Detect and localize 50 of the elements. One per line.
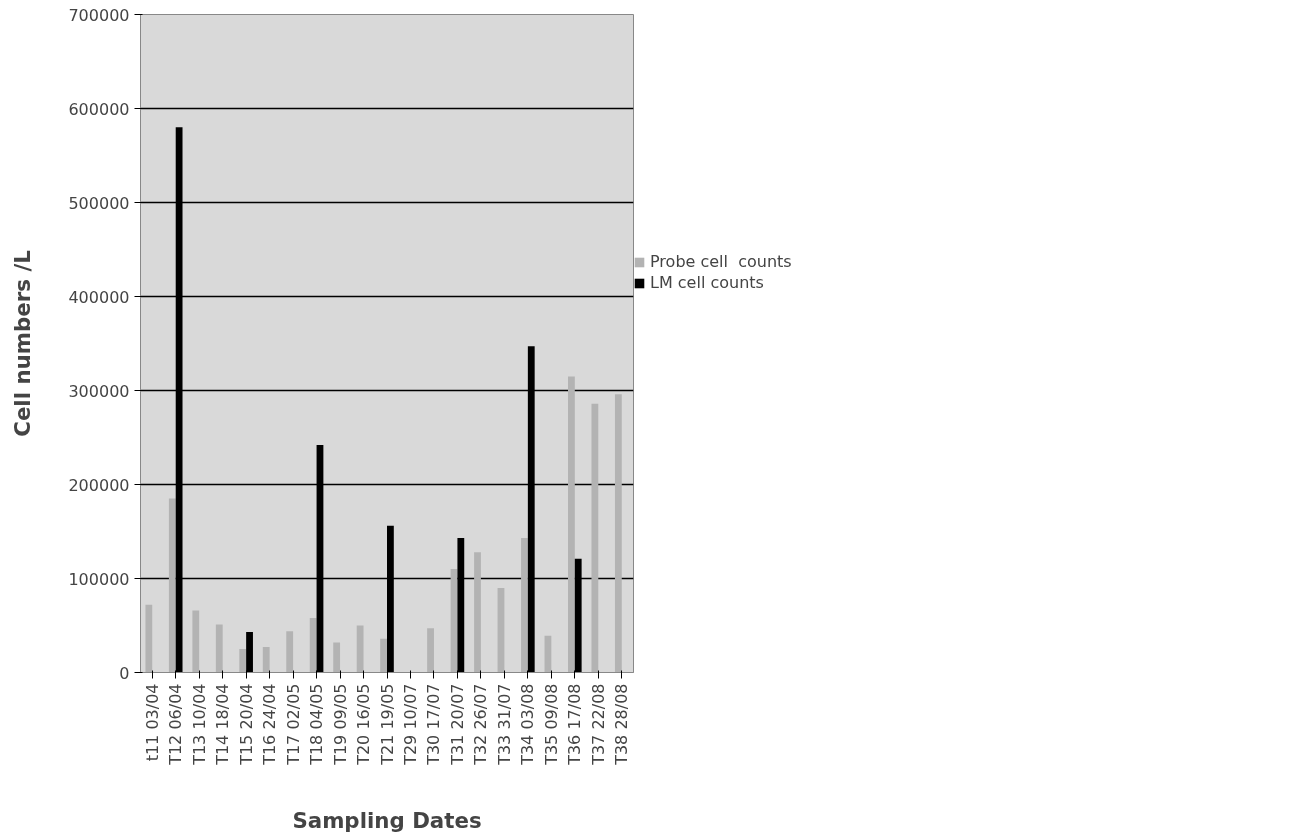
bar	[521, 538, 528, 673]
y-axis-title: Cell numbers /L	[10, 250, 36, 437]
legend-label: LM cell counts	[650, 273, 764, 292]
bar	[239, 649, 247, 673]
bar	[262, 647, 270, 673]
y-tick-label: 700000	[68, 5, 130, 25]
x-tick-label: T31 20/07	[447, 683, 467, 766]
x-tick-label: T17 02/05	[283, 683, 303, 766]
bar	[474, 552, 481, 673]
x-tick-label: t11 03/04	[142, 683, 162, 762]
bar	[145, 604, 153, 673]
bar	[286, 631, 294, 673]
x-tick-label: T21 19/05	[377, 683, 397, 766]
bar	[168, 498, 176, 673]
bar	[192, 610, 200, 673]
bar	[356, 625, 364, 673]
bar	[591, 403, 599, 673]
y-tick-label: 500000	[68, 193, 130, 213]
x-tick-label: T29 10/07	[400, 683, 420, 766]
x-tick-label: T12 06/04	[166, 683, 186, 766]
y-tick-label: 0	[119, 663, 130, 683]
bar	[333, 642, 341, 673]
bar	[380, 638, 387, 673]
x-tick-label: T37 22/08	[588, 683, 608, 766]
x-tick-label: T15 20/04	[236, 683, 256, 766]
y-tick-label: 200000	[68, 475, 130, 495]
x-tick-label: T34 03/08	[518, 683, 538, 766]
y-tick-label: 400000	[68, 287, 130, 307]
bar	[614, 394, 622, 673]
bar	[427, 628, 434, 673]
x-tick-label: T14 18/04	[213, 683, 233, 766]
y-tick-label: 300000	[68, 381, 130, 401]
x-tick-label: T38 28/08	[612, 683, 632, 766]
y-tick-label: 600000	[68, 99, 130, 119]
x-axis-title: Sampling Dates	[292, 807, 482, 833]
x-tick-label: T30 17/07	[424, 683, 444, 766]
x-tick-label: T13 10/04	[189, 683, 209, 766]
bar	[568, 376, 575, 673]
y-tick-label: 100000	[68, 569, 130, 589]
x-tick-label: T19 09/05	[330, 683, 350, 766]
x-tick-label: T35 09/08	[541, 683, 561, 766]
bar	[215, 624, 223, 673]
x-tick-label: T18 04/05	[307, 683, 327, 766]
bar	[309, 617, 317, 673]
legend-label: Probe cell counts	[650, 252, 792, 271]
x-tick-label: T16 24/04	[260, 683, 280, 766]
x-tick-label: T32 26/07	[471, 683, 491, 766]
x-tick-label: T36 17/08	[565, 683, 585, 766]
x-tick-label: T20 16/05	[354, 683, 374, 766]
x-tick-label: T33 31/07	[494, 683, 514, 766]
